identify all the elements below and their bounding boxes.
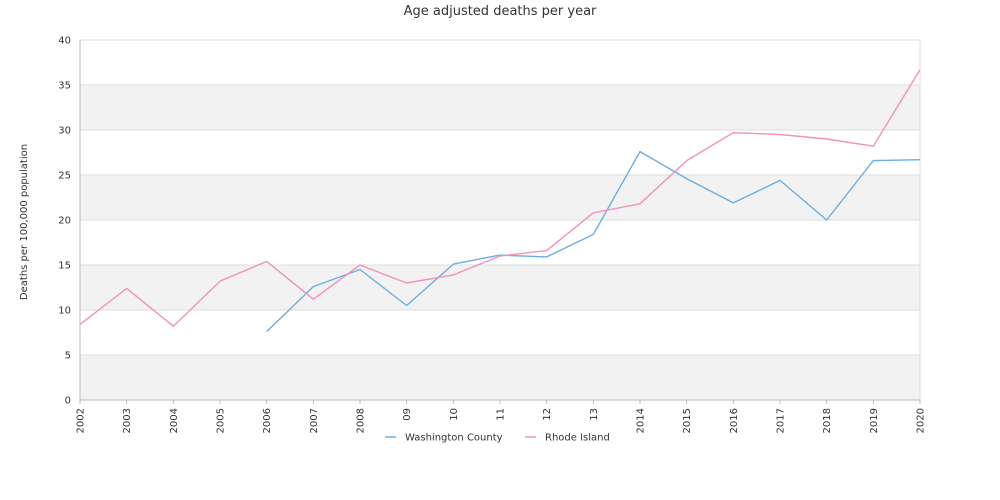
y-tick-label: 0 — [65, 396, 71, 407]
chart-title: Age adjusted deaths per year — [404, 4, 597, 19]
x-tick-labels: 2002 2003 2004 2005 2006 2007 2008 09 10 11 12 13 20… — [76, 408, 927, 433]
series-lines — [79, 69, 921, 333]
legend-label: Rhode Island — [545, 433, 610, 444]
legend-item-rhode-island[interactable]: Rhode Island — [525, 433, 610, 444]
x-tick-label: 2005 — [216, 408, 227, 433]
x-tick-label: 13 — [589, 408, 600, 421]
y-tick-label: 10 — [58, 306, 71, 317]
x-tick-label: 2006 — [262, 408, 273, 433]
legend[interactable]: Washington County Rhode Island — [385, 433, 610, 444]
background-band — [80, 310, 920, 355]
background-band — [80, 355, 920, 400]
background-band — [80, 85, 920, 130]
x-tick-label: 11 — [496, 408, 507, 421]
x-tick-label: 2019 — [869, 408, 880, 433]
y-tick-label: 25 — [58, 171, 71, 182]
x-tick-label: 12 — [542, 408, 553, 421]
y-tick-label: 40 — [58, 36, 71, 47]
series-line-rhode-island[interactable] — [79, 69, 921, 327]
axes — [79, 40, 921, 404]
background-bands — [80, 40, 920, 400]
x-tick-label: 2017 — [776, 408, 787, 433]
background-band — [80, 220, 920, 265]
y-tick-labels: 0 5 10 15 20 25 30 35 40 — [58, 36, 71, 407]
series-line-washington-county[interactable] — [266, 150, 921, 333]
x-tick-label: 2007 — [309, 408, 320, 433]
y-tick-label: 5 — [65, 351, 71, 362]
x-tick-label: 09 — [402, 408, 413, 421]
x-tick-label: 2004 — [169, 408, 180, 433]
y-tick-label: 35 — [58, 81, 71, 92]
x-tick-label: 2002 — [76, 408, 87, 433]
background-band — [80, 175, 920, 220]
x-tick-label: 2008 — [356, 408, 367, 433]
background-band — [80, 265, 920, 310]
legend-item-washington-county[interactable]: Washington County — [385, 433, 503, 444]
legend-label: Washington County — [405, 433, 503, 444]
x-tick-label: 2003 — [122, 408, 133, 433]
y-tick-label: 15 — [58, 261, 71, 272]
y-tick-label: 30 — [58, 126, 71, 137]
y-tick-label: 20 — [58, 216, 71, 227]
background-band — [80, 130, 920, 175]
x-tick-label: 2020 — [916, 408, 927, 433]
x-tick-label: 2015 — [682, 408, 693, 433]
y-axis-title: Deaths per 100,000 population — [19, 144, 30, 300]
x-tick-label: 10 — [449, 408, 460, 421]
x-tick-label: 2014 — [636, 408, 647, 433]
x-tick-label: 2018 — [822, 408, 833, 433]
x-tick-label: 2016 — [729, 408, 740, 433]
background-band — [80, 40, 920, 85]
